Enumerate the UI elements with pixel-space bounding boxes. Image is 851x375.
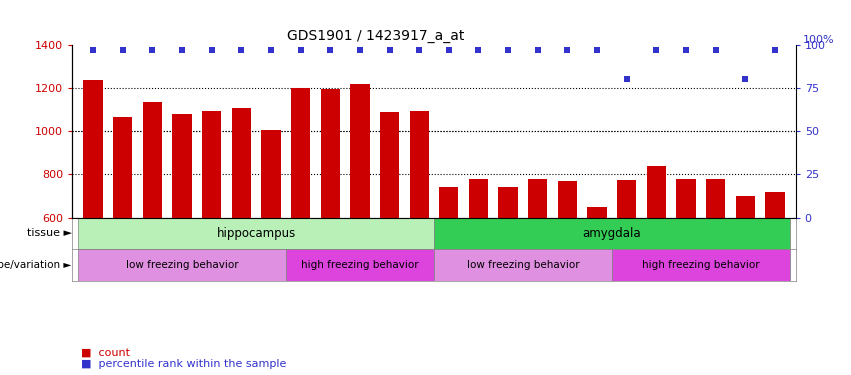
Bar bbox=[735, 196, 755, 347]
Point bbox=[501, 47, 515, 53]
Text: 100%: 100% bbox=[802, 35, 835, 45]
Bar bbox=[499, 188, 517, 347]
Point bbox=[175, 47, 189, 53]
Bar bbox=[113, 117, 133, 347]
Bar bbox=[291, 88, 311, 347]
Bar bbox=[143, 102, 162, 347]
Bar bbox=[261, 130, 281, 347]
Bar bbox=[78, 249, 286, 281]
Bar bbox=[434, 217, 790, 249]
Point bbox=[116, 47, 129, 53]
Bar bbox=[173, 114, 191, 347]
Title: GDS1901 / 1423917_a_at: GDS1901 / 1423917_a_at bbox=[288, 28, 465, 43]
Text: tissue ►: tissue ► bbox=[26, 228, 71, 238]
Bar bbox=[557, 181, 577, 347]
Bar bbox=[617, 180, 637, 347]
Point bbox=[591, 47, 604, 53]
Point bbox=[768, 47, 782, 53]
Point bbox=[679, 47, 693, 53]
Text: ■  count: ■ count bbox=[81, 348, 130, 358]
Point bbox=[709, 47, 722, 53]
Text: genotype/variation ►: genotype/variation ► bbox=[0, 260, 71, 270]
Bar bbox=[380, 112, 399, 347]
Bar bbox=[321, 89, 340, 347]
Text: ■  percentile rank within the sample: ■ percentile rank within the sample bbox=[81, 359, 286, 369]
Point bbox=[561, 47, 574, 53]
Point bbox=[442, 47, 455, 53]
Bar bbox=[706, 179, 725, 347]
Bar bbox=[83, 80, 103, 347]
Bar bbox=[469, 179, 488, 347]
Point bbox=[649, 47, 663, 53]
Point bbox=[471, 47, 485, 53]
Point bbox=[86, 47, 100, 53]
Bar bbox=[612, 249, 790, 281]
Bar bbox=[587, 207, 607, 347]
Text: amygdala: amygdala bbox=[583, 227, 641, 240]
Point bbox=[235, 47, 248, 53]
Point bbox=[146, 47, 159, 53]
Point bbox=[205, 47, 219, 53]
Bar bbox=[434, 249, 612, 281]
Bar bbox=[647, 166, 666, 347]
Point bbox=[383, 47, 397, 53]
Point bbox=[739, 76, 752, 82]
Bar bbox=[409, 111, 429, 347]
Point bbox=[353, 47, 367, 53]
Point bbox=[294, 47, 307, 53]
Text: low freezing behavior: low freezing behavior bbox=[126, 260, 238, 270]
Bar bbox=[765, 192, 785, 347]
Bar bbox=[351, 84, 369, 347]
Point bbox=[531, 47, 545, 53]
Bar bbox=[78, 217, 434, 249]
Bar bbox=[231, 108, 251, 347]
Bar bbox=[677, 179, 695, 347]
Text: low freezing behavior: low freezing behavior bbox=[466, 260, 580, 270]
Point bbox=[620, 76, 633, 82]
Bar bbox=[439, 188, 459, 347]
Point bbox=[323, 47, 337, 53]
Text: high freezing behavior: high freezing behavior bbox=[301, 260, 419, 270]
Text: high freezing behavior: high freezing behavior bbox=[642, 260, 760, 270]
Point bbox=[264, 47, 277, 53]
Bar bbox=[286, 249, 434, 281]
Point bbox=[413, 47, 426, 53]
Bar bbox=[202, 111, 221, 347]
Bar bbox=[528, 179, 547, 347]
Text: hippocampus: hippocampus bbox=[216, 227, 296, 240]
